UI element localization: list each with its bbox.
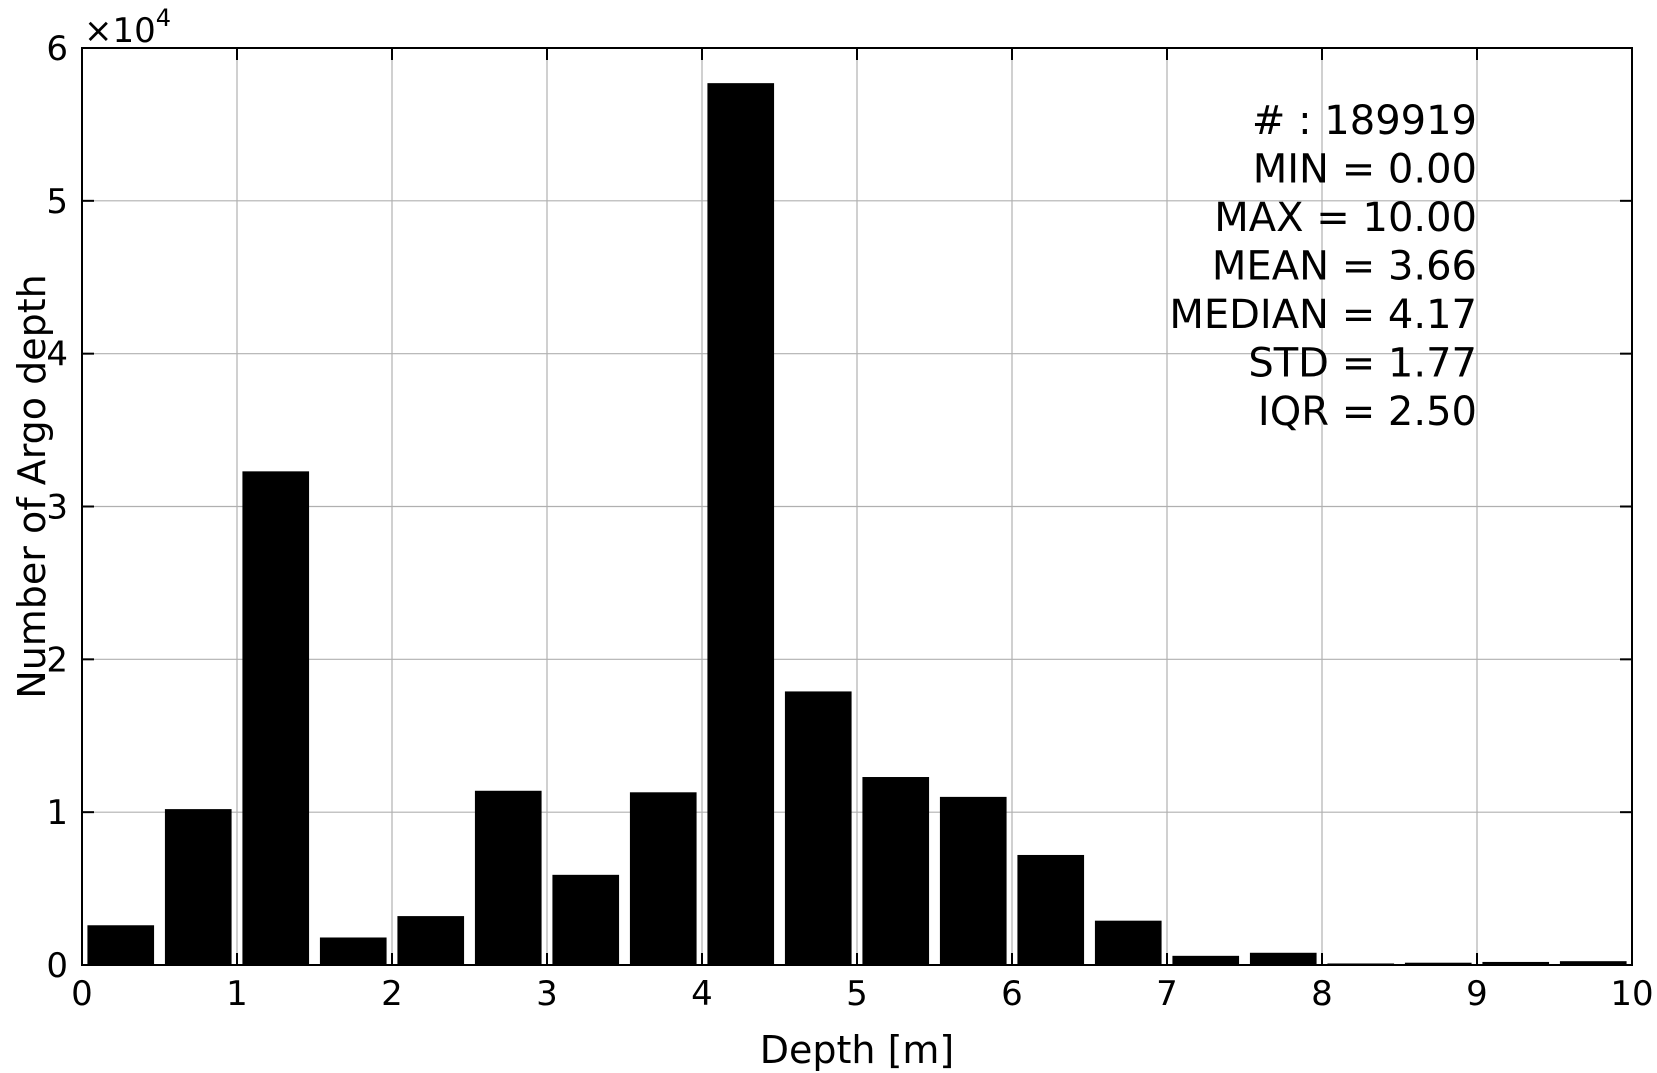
y-tick-label: 1 xyxy=(46,793,68,833)
histogram-bar xyxy=(1404,962,1472,965)
histogram-bar xyxy=(1172,955,1240,965)
histogram-bar xyxy=(164,809,232,965)
histogram-bar xyxy=(319,937,387,965)
histogram-bar xyxy=(1559,961,1627,965)
y-tick-label: 3 xyxy=(46,488,68,528)
histogram-bar xyxy=(397,916,465,965)
histogram-bar xyxy=(552,874,620,965)
histogram-bar xyxy=(1249,952,1317,965)
x-tick-labels: 0 1 2 3 4 5 6 7 8 9 10 xyxy=(71,974,1653,1014)
histogram-bar xyxy=(242,471,310,965)
y-tick-label: 5 xyxy=(46,182,68,222)
x-tick-label: 5 xyxy=(846,974,868,1014)
bar-series xyxy=(87,83,1627,965)
histogram-bar xyxy=(862,777,930,965)
x-tick-label: 10 xyxy=(1610,974,1653,1014)
x-axis-label: Depth [m] xyxy=(760,1028,955,1072)
y-tick-labels: 0 1 2 3 4 5 6 xyxy=(46,29,68,986)
x-tick-label: 7 xyxy=(1156,974,1178,1014)
x-tick-label: 3 xyxy=(536,974,558,1014)
stat-line: STD = 1.77 xyxy=(1248,341,1477,387)
histogram-bar xyxy=(707,83,775,965)
y-axis-label: Number of Argo depth xyxy=(10,274,54,698)
histogram-bar xyxy=(939,796,1007,965)
histogram-bar xyxy=(629,792,697,965)
histogram-bar xyxy=(784,691,852,965)
histogram-bar xyxy=(474,790,542,965)
x-tick-label: 8 xyxy=(1311,974,1333,1014)
histogram-bar xyxy=(1017,854,1085,965)
y-tick-label: 2 xyxy=(46,640,68,680)
stat-line: MAX = 10.00 xyxy=(1214,195,1477,241)
x-tick-label: 9 xyxy=(1466,974,1488,1014)
x-tick-label: 0 xyxy=(71,974,93,1014)
y-tick-label: 6 xyxy=(46,29,68,69)
stat-line: # : 189919 xyxy=(1252,98,1477,144)
y-tick-label: 0 xyxy=(46,946,68,986)
x-tick-label: 4 xyxy=(691,974,713,1014)
stat-line: IQR = 2.50 xyxy=(1258,389,1477,435)
stat-line: MEAN = 3.66 xyxy=(1212,244,1477,290)
x-tick-label: 6 xyxy=(1001,974,1023,1014)
y-multiplier-exponent: 4 xyxy=(156,4,171,32)
plot-frame xyxy=(81,47,1633,966)
stat-line: MIN = 0.00 xyxy=(1253,147,1477,193)
x-tick-label: 1 xyxy=(226,974,248,1014)
y-axis-multiplier: ×104 xyxy=(84,4,171,51)
histogram-bar xyxy=(1094,920,1162,965)
histogram-bar xyxy=(87,925,155,965)
stat-line: MEDIAN = 4.17 xyxy=(1169,292,1477,338)
x-tick-label: 2 xyxy=(381,974,403,1014)
y-multiplier-base: ×10 xyxy=(84,11,156,51)
histogram-bar xyxy=(1482,961,1550,965)
y-tick-label: 4 xyxy=(46,335,68,375)
